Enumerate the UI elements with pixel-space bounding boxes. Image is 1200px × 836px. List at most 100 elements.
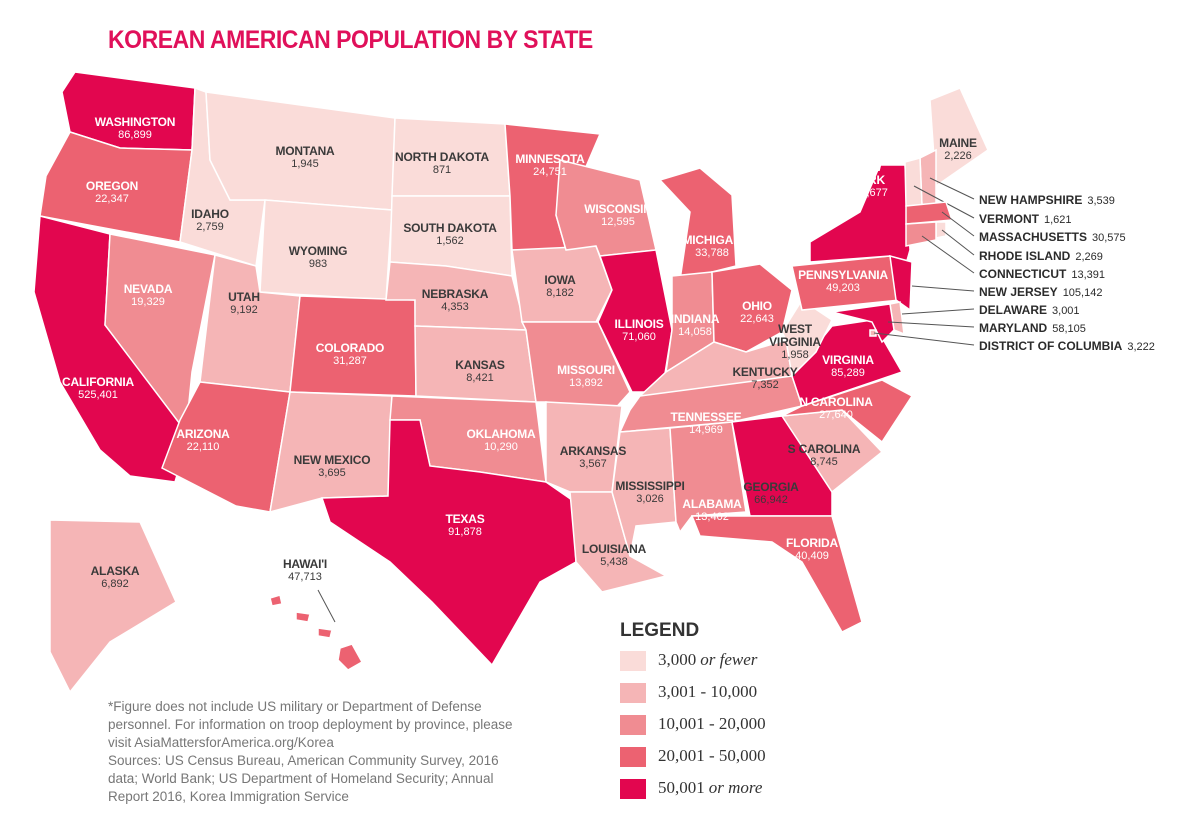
state-label: MINNESOTA 24,751 xyxy=(515,152,585,179)
state-label: MONTANA 1,945 xyxy=(275,145,334,171)
state-value: 14,058 xyxy=(678,326,712,338)
title: KOREAN AMERICAN POPULATION BY STATE xyxy=(108,26,593,54)
state-name: INDIANA xyxy=(670,312,720,326)
leader-line xyxy=(317,589,336,623)
state-value: 6,892 xyxy=(101,578,129,590)
state-name: WYOMING xyxy=(288,244,348,258)
state-name: COLORADO xyxy=(315,341,385,355)
state-label: OREGON 22,347 xyxy=(86,180,138,206)
state-label: WISCONSIN 12,595 xyxy=(584,203,652,229)
state-label: CONNECTICUT 13,391 xyxy=(979,265,1105,283)
state-label: GEORGIA 66,942 xyxy=(743,481,798,507)
footnote-line: Report 2016, Korea Immigration Service xyxy=(108,789,349,804)
state-name: PENNSYLVANIA xyxy=(798,268,888,282)
state-name: N CAROLINA xyxy=(799,395,873,409)
state-label: CALIFORNIA 525,401 xyxy=(62,376,134,402)
state-label: OKLAHOMA 10,290 xyxy=(466,428,535,454)
legend-swatch xyxy=(620,715,646,736)
leader-line xyxy=(887,321,975,328)
state-name: ALASKA xyxy=(90,564,140,578)
state-label: ALABAMA 13,402 xyxy=(682,498,741,524)
state-shape xyxy=(889,254,913,312)
leader-line xyxy=(921,235,975,274)
state-name: OREGON xyxy=(85,179,139,193)
state-label: MICHIGAN 33,788 xyxy=(682,234,741,260)
state-label: DISTRICT OF COLUMBIA 3,222 xyxy=(979,337,1155,355)
state-label: MAINE 2,226 xyxy=(939,137,977,163)
state-label: NEVADA 19,329 xyxy=(124,283,173,309)
state-name: NEW JERSEY xyxy=(979,285,1058,299)
state-label: NEW MEXICO 3,695 xyxy=(294,454,371,480)
state-shape xyxy=(269,391,393,514)
footnote: *Figure does not include US military or … xyxy=(108,698,568,806)
state-label: MASSACHUSETTS 30,575 xyxy=(979,228,1126,246)
state-value: 13,391 xyxy=(1071,269,1105,281)
state-label: OHIO 22,643 xyxy=(740,300,774,326)
legend-text: 3,000 xyxy=(658,650,697,669)
legend-swatch xyxy=(620,651,646,672)
state-value: 14,969 xyxy=(689,424,723,436)
state-value: 91,878 xyxy=(448,526,482,538)
state-label: HAWAI'I 47,713 xyxy=(283,558,327,584)
state-value: 3,539 xyxy=(1087,195,1115,207)
state-name: DISTRICT OF COLUMBIA xyxy=(979,339,1123,353)
state-label: ALASKA 6,892 xyxy=(91,565,140,591)
state-shape xyxy=(269,594,364,671)
state-name: MONTANA xyxy=(275,144,335,158)
state-label: IDAHO 2,759 xyxy=(191,208,229,234)
state-label: ARIZONA 22,110 xyxy=(176,428,229,454)
footnote-line: data; World Bank; US Department of Homel… xyxy=(108,771,494,786)
state-label: NEW JERSEY 105,142 xyxy=(979,283,1102,301)
legend-item: 3,000 or fewer xyxy=(620,650,757,672)
state-label: COLORADO 31,287 xyxy=(315,341,385,368)
state-shape xyxy=(905,221,937,247)
state-value: 2,226 xyxy=(944,150,972,162)
footnote-line: personnel. For information on troop depl… xyxy=(108,717,513,732)
state-name: GEORGIA xyxy=(743,480,799,494)
state-name: MINNESOTA xyxy=(515,152,585,166)
state-name: MAINE xyxy=(939,136,977,150)
state-label: NORTH DAKOTA 871 xyxy=(395,151,489,177)
state-shape xyxy=(555,159,657,257)
state-name: OKLAHOMA xyxy=(466,427,536,441)
state-value: 105,142 xyxy=(1062,287,1103,299)
state-label: NEW YORK 145,677 xyxy=(848,161,888,200)
state-value: 9,192 xyxy=(230,304,258,316)
state-label: IOWA 8,182 xyxy=(544,274,575,300)
state-value: 983 xyxy=(308,258,328,270)
legend-text: 10,001 - 20,000 xyxy=(658,714,766,733)
state-shape xyxy=(869,329,877,337)
state-name: ALABAMA xyxy=(682,497,742,511)
state-value: 40,409 xyxy=(795,550,829,562)
state-shape xyxy=(905,201,954,225)
state-shape xyxy=(690,515,863,633)
state-name: RHODE ISLAND xyxy=(979,249,1071,263)
state-label: NEW HAMPSHIRE 3,539 xyxy=(979,191,1115,209)
state-name: KANSAS xyxy=(455,358,505,372)
state-value: 3,222 xyxy=(1127,341,1155,353)
leader-line xyxy=(929,177,975,200)
state-name: WISCONSIN xyxy=(584,202,652,216)
state-value: 1,945 xyxy=(291,158,319,170)
state-shape xyxy=(320,419,577,667)
state-label: MARYLAND 58,105 xyxy=(979,319,1086,337)
state-value: 33,788 xyxy=(695,247,729,259)
state-name: MISSOURI xyxy=(557,363,615,377)
state-value: 19,329 xyxy=(131,296,165,308)
state-shape xyxy=(731,415,833,517)
state-name: TENNESSEE xyxy=(670,410,742,424)
state-value: 27,640 xyxy=(819,409,853,421)
state-value: 3,026 xyxy=(636,493,664,505)
state-label: INDIANA 14,058 xyxy=(671,313,720,339)
state-name: IOWA xyxy=(544,273,576,287)
state-name: TEXAS xyxy=(445,512,485,526)
state-label: FLORIDA 40,409 xyxy=(786,537,838,563)
state-name: NEW MEXICO xyxy=(293,453,371,467)
state-value: 8,182 xyxy=(546,287,574,299)
state-name: CALIFORNIA xyxy=(62,375,134,389)
state-name: VERMONT xyxy=(979,212,1039,226)
legend-item: 10,001 - 20,000 xyxy=(620,714,766,736)
legend-swatch xyxy=(620,779,646,800)
state-value: 7,352 xyxy=(751,379,779,391)
